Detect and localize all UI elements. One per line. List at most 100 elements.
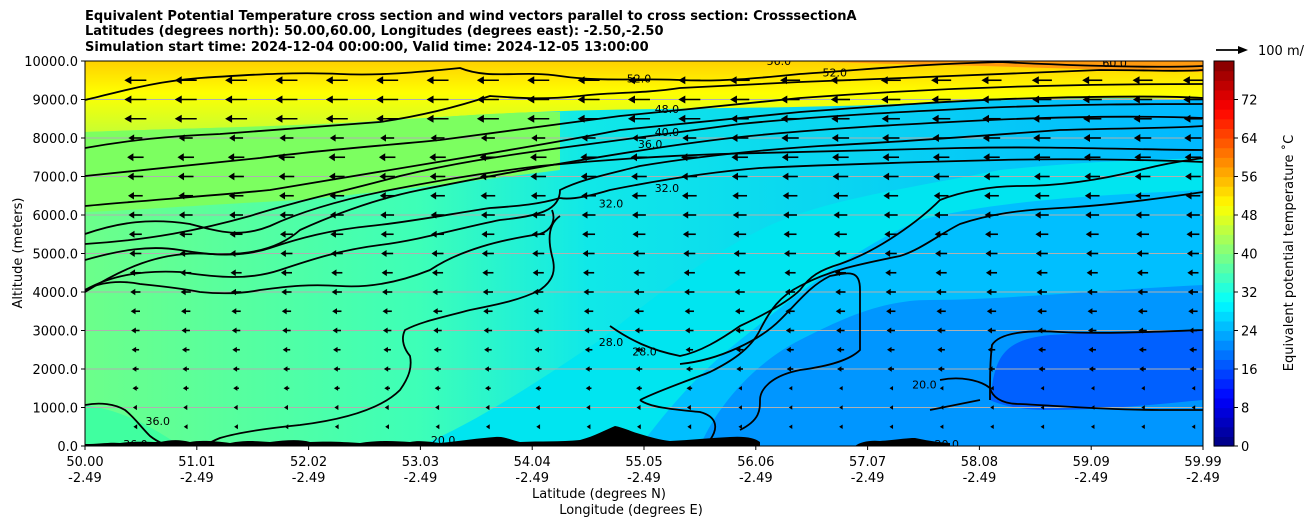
colorbar-swatch [1214, 349, 1234, 360]
field-band-green [85, 112, 560, 212]
wind-vector [329, 191, 345, 200]
wind-vector [484, 346, 492, 353]
wind-vector [1084, 172, 1101, 181]
colorbar-swatch [1214, 80, 1234, 91]
wind-vector [831, 134, 850, 142]
wind-vector [530, 191, 546, 200]
wind-vector [887, 346, 895, 353]
colorbar-tick-label: 0 [1241, 440, 1249, 455]
wind-vector [179, 230, 193, 238]
contour-label: 36.0 [123, 438, 148, 451]
wind-vector [1033, 153, 1051, 162]
wind-vector [1088, 366, 1096, 372]
wind-vector [686, 385, 693, 391]
wind-vector [476, 76, 499, 85]
wind-vector [627, 114, 650, 123]
wind-vector [631, 172, 647, 181]
wind-vector [585, 385, 592, 391]
wind-vector [786, 366, 794, 372]
wind-vector [630, 153, 648, 162]
wind-vector [376, 114, 399, 123]
wind-vector [527, 76, 550, 85]
wind-vector [431, 269, 444, 277]
wind-vector [736, 366, 743, 372]
wind-vector [982, 114, 1001, 123]
contour-line [85, 61, 1203, 101]
wind-vector [483, 327, 493, 334]
wind-vector [384, 404, 389, 411]
wind-vector [1090, 385, 1095, 391]
field-band-warm-top [85, 61, 1203, 132]
wind-vector [990, 385, 994, 391]
chart-title-line-3: Simulation start time: 2024-12-04 00:00:… [85, 40, 649, 55]
wind-vector [181, 308, 191, 315]
wind-vector [280, 250, 293, 257]
wind-vector [627, 95, 650, 104]
wind-vector [934, 211, 949, 219]
wind-vector [325, 114, 348, 123]
wind-vector [383, 346, 391, 353]
wind-vector [1086, 269, 1098, 277]
contour-line [85, 197, 561, 261]
wind-vector [231, 327, 241, 334]
colorbar-swatch [1214, 147, 1234, 158]
colorbar-tick-label: 64 [1241, 132, 1258, 147]
wind-vector [936, 308, 946, 315]
wind-vector [279, 191, 294, 200]
wind-vector [586, 424, 591, 430]
contour-line [929, 399, 981, 411]
wind-vector [835, 308, 846, 315]
wind-vector [182, 366, 190, 372]
wind-vector [981, 76, 1002, 85]
wind-vector [885, 269, 897, 277]
wind-vector [225, 95, 248, 104]
wind-vector [1188, 308, 1198, 315]
wind-vector [581, 134, 596, 142]
wind-vector [585, 366, 592, 372]
wind-vector [1141, 405, 1145, 410]
wind-vector [429, 153, 446, 162]
wind-vector [985, 269, 998, 277]
wind-vector [883, 191, 899, 200]
colorbar-swatch [1214, 138, 1234, 149]
x-tick-label-longitude: -2.49 [963, 471, 997, 486]
wind-vector [781, 134, 799, 142]
wind-vector [124, 76, 147, 85]
contour-label: 40.0 [655, 126, 680, 139]
wind-vector [782, 191, 798, 200]
colorbar-swatch [1214, 166, 1234, 178]
wind-vector [426, 76, 449, 85]
colorbar-swatch [1214, 397, 1234, 409]
wind-vector [431, 230, 444, 238]
colorbar-swatch [1214, 243, 1234, 255]
y-tick-label: 2000.0 [33, 363, 79, 378]
wind-vector [426, 95, 449, 104]
wind-vector [380, 134, 395, 142]
wind-vector [179, 250, 192, 257]
wind-vector [280, 269, 292, 277]
wind-vector [936, 288, 947, 296]
wind-vector [435, 424, 440, 430]
wind-vector [278, 153, 295, 162]
wind-vector [1185, 191, 1201, 200]
wind-vector [379, 172, 395, 181]
x-tick-label-latitude: 59.09 [1073, 455, 1110, 470]
wind-vector [783, 211, 797, 219]
chart-title-line-1: Equivalent Potential Temperature cross s… [85, 9, 857, 24]
wind-vector [990, 424, 994, 430]
wind-vector [379, 191, 395, 200]
x-tick-label-latitude: 51.01 [178, 455, 215, 470]
contour-line [85, 125, 1203, 291]
chart-title-line-2: Latitudes (degrees north): 50.00,60.00, … [85, 24, 664, 39]
wind-vector [986, 288, 997, 296]
wind-vector [230, 250, 243, 257]
wind-vector [481, 250, 494, 257]
wind-vector [1038, 346, 1046, 353]
colorbar-swatch [1214, 118, 1234, 129]
wind-vector [331, 269, 343, 277]
colorbar-swatch [1214, 89, 1234, 101]
wind-vector [837, 366, 844, 372]
wind-vector [430, 191, 445, 200]
wind-vector [485, 385, 491, 391]
wind-vector [1085, 230, 1099, 238]
